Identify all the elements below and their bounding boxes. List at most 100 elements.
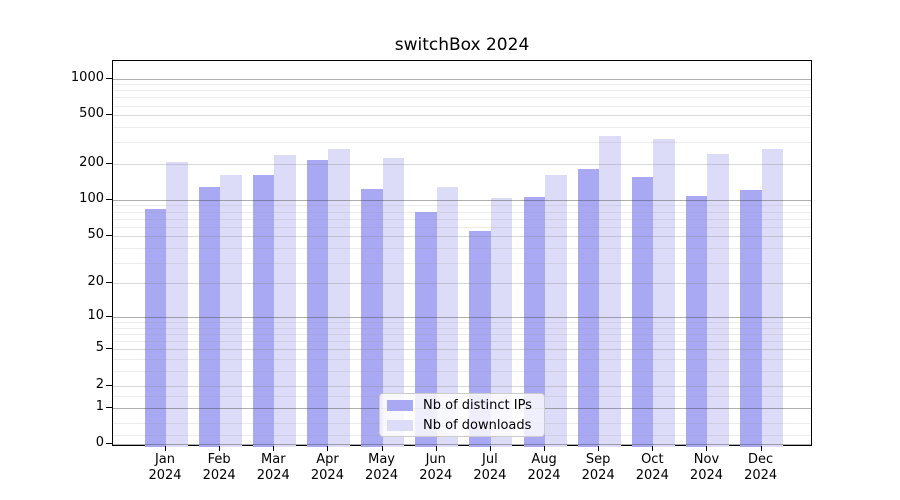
x-tick-mark xyxy=(760,446,762,451)
x-tick-label-oct: Oct 2024 xyxy=(635,452,669,483)
y-tick-mark xyxy=(106,348,112,350)
bar-downloads-aug xyxy=(545,175,567,447)
gridline xyxy=(113,283,811,285)
y-tick-label: 10 xyxy=(87,308,104,324)
y-tick-label: 200 xyxy=(79,154,104,170)
bars-layer xyxy=(113,61,811,447)
legend-label-distinct-ips: Nb of distinct IPs xyxy=(423,397,532,413)
y-tick-mark xyxy=(106,114,112,116)
x-tick-mark xyxy=(165,446,166,451)
gridline xyxy=(113,327,811,329)
y-tick-mark xyxy=(106,235,112,237)
x-tick-label-aug: Aug 2024 xyxy=(527,452,561,483)
bar-downloads-may xyxy=(382,158,405,447)
gridline xyxy=(113,236,811,238)
gridline xyxy=(113,218,811,220)
x-tick-mark xyxy=(544,446,546,451)
x-tick-mark xyxy=(219,446,221,451)
y-tick-label: 1 xyxy=(95,398,104,414)
chart-title: switchBox 2024 xyxy=(394,35,530,55)
x-tick-mark xyxy=(381,446,383,451)
bar-distinct-ips-apr xyxy=(306,160,329,447)
x-tick-mark xyxy=(706,446,708,451)
gridline xyxy=(113,126,811,128)
gridline xyxy=(113,142,811,144)
y-tick-label: 50 xyxy=(87,227,104,243)
x-tick-label-apr: Apr 2024 xyxy=(310,452,344,483)
bar-distinct-ips-sep xyxy=(577,168,600,447)
x-tick-mark xyxy=(489,446,491,451)
y-tick-label: 5 xyxy=(95,340,104,356)
bar-downloads-nov xyxy=(707,153,729,447)
y-tick-label: 1000 xyxy=(70,69,104,85)
gridline xyxy=(113,97,811,99)
bar-distinct-ips-nov xyxy=(685,195,708,447)
y-tick-mark xyxy=(106,282,112,284)
gridline xyxy=(113,334,811,336)
gridline xyxy=(113,84,811,86)
gridline xyxy=(113,317,811,319)
gridline xyxy=(113,211,811,213)
legend-label-downloads: Nb of downloads xyxy=(423,417,532,433)
gridline xyxy=(113,359,811,361)
gridline xyxy=(113,115,811,117)
gridline xyxy=(113,163,811,165)
gridline xyxy=(113,78,811,80)
gridline xyxy=(113,105,811,107)
bar-downloads-feb xyxy=(220,174,242,447)
gridline xyxy=(113,349,811,351)
y-tick-mark xyxy=(106,443,112,445)
bar-downloads-sep xyxy=(599,136,621,447)
bar-downloads-mar xyxy=(274,155,296,447)
x-tick-label-mar: Mar 2024 xyxy=(256,452,290,483)
gridline xyxy=(113,262,811,264)
x-tick-label-feb: Feb 2024 xyxy=(202,452,236,483)
bar-downloads-jul xyxy=(490,197,513,447)
x-tick-mark xyxy=(652,446,654,451)
y-tick-label: 20 xyxy=(87,274,104,290)
gridline xyxy=(113,247,811,249)
x-tick-label-dec: Dec 2024 xyxy=(744,452,778,483)
legend: Nb of distinct IPs Nb of downloads xyxy=(379,393,545,437)
bar-distinct-ips-oct xyxy=(631,176,654,447)
x-tick-mark xyxy=(273,446,275,451)
grid-layer xyxy=(113,61,811,446)
x-tick-label-jun: Jun 2024 xyxy=(419,452,453,483)
legend-item-downloads: Nb of downloads xyxy=(380,417,544,434)
gridline xyxy=(113,370,811,372)
gridline xyxy=(113,322,811,324)
plot-area: Nb of distinct IPs Nb of downloads xyxy=(112,60,812,447)
x-tick-label-jan: Jan 2024 xyxy=(148,452,182,483)
x-tick-label-jul: Jul 2024 xyxy=(473,452,507,483)
y-tick-mark xyxy=(106,316,112,318)
gridline xyxy=(113,199,811,201)
x-tick-mark xyxy=(598,446,600,451)
gridline xyxy=(113,341,811,343)
bar-distinct-ips-jun xyxy=(415,212,437,447)
legend-item-distinct-ips: Nb of distinct IPs xyxy=(380,397,544,414)
bar-downloads-apr xyxy=(328,149,350,447)
bar-distinct-ips-may xyxy=(361,189,383,447)
gridline xyxy=(113,226,811,228)
bar-distinct-ips-feb xyxy=(198,186,221,447)
y-tick-label: 0 xyxy=(95,435,104,451)
x-tick-label-nov: Nov 2024 xyxy=(689,452,724,483)
x-tick-label-sep: Sep 2024 xyxy=(581,452,615,483)
gridline xyxy=(113,90,811,92)
y-tick-mark xyxy=(106,385,112,387)
gridline xyxy=(113,205,811,207)
x-tick-label-may: May 2024 xyxy=(365,452,399,483)
bar-downloads-jun xyxy=(436,186,459,447)
x-tick-mark xyxy=(327,446,329,451)
bar-downloads-oct xyxy=(653,139,675,447)
legend-swatch-distinct-ips-icon xyxy=(387,399,413,411)
gridline xyxy=(113,386,811,388)
legend-swatch-downloads-icon xyxy=(387,419,413,431)
y-tick-mark xyxy=(106,162,112,164)
bar-distinct-ips-jan xyxy=(144,209,166,447)
bar-distinct-ips-aug xyxy=(523,196,546,447)
y-tick-label: 2 xyxy=(95,377,104,393)
bar-distinct-ips-dec xyxy=(740,189,762,447)
y-tick-mark xyxy=(106,406,112,408)
